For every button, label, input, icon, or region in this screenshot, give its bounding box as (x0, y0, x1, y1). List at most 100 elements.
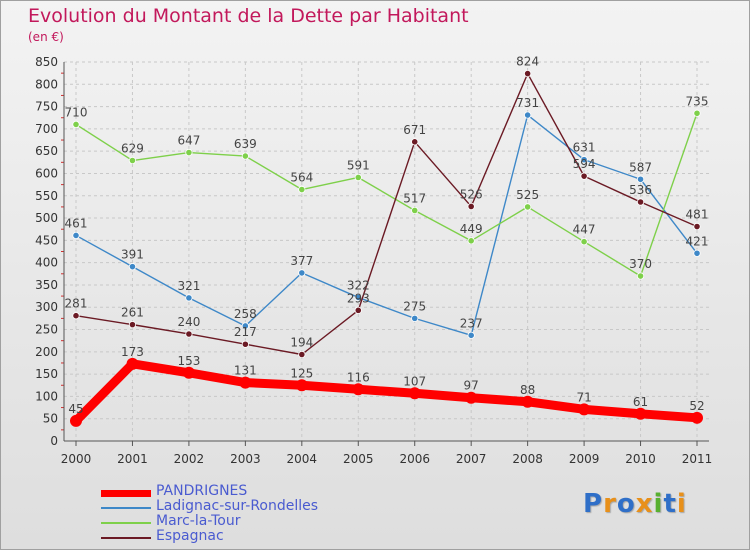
data-label: 370 (629, 257, 652, 271)
y-tick-label: 800 (35, 77, 58, 91)
data-label: 517 (403, 191, 426, 205)
legend: PANDRIGNES Ladignac-sur-Rondelles Marc-la-… (101, 483, 361, 545)
data-point (354, 306, 362, 314)
data-point (128, 156, 137, 165)
y-tick-label: 450 (35, 233, 58, 247)
x-tick-label: 2001 (117, 452, 148, 466)
data-label: 564 (290, 171, 313, 185)
y-tick-label: 350 (35, 278, 58, 292)
data-point (467, 237, 475, 245)
legend-label: Marc-la-Tour (156, 513, 241, 529)
data-point (128, 263, 137, 271)
data-label: 131 (234, 364, 257, 378)
data-point (693, 109, 701, 117)
data-point (298, 269, 306, 277)
data-label: 45 (68, 402, 83, 416)
x-tick-label: 2003 (230, 452, 261, 466)
y-tick-label: 650 (35, 144, 58, 158)
y-tick-label: 50 (43, 412, 58, 426)
logo-letter: t (663, 489, 677, 519)
y-tick-label: 700 (35, 122, 58, 136)
x-tick-label: 2009 (569, 452, 600, 466)
logo-letter: P (583, 489, 604, 519)
logo-letter: r (603, 489, 617, 519)
legend-item: PANDRIGNES (101, 483, 361, 500)
data-label: 447 (573, 223, 596, 237)
data-label: 217 (234, 325, 257, 339)
data-label: 594 (573, 157, 596, 171)
data-label: 258 (234, 307, 257, 321)
legend-item: Ladignac-sur-Rondelles (101, 498, 361, 515)
data-point (580, 172, 588, 180)
series-line-ladignac-sur-rondelles (75, 114, 698, 337)
data-label: 240 (177, 315, 200, 329)
data-label: 261 (121, 306, 144, 320)
data-label: 377 (290, 254, 313, 268)
legend-swatch (101, 522, 151, 524)
data-point (411, 206, 419, 215)
y-tick-label: 750 (35, 100, 58, 114)
data-point (411, 138, 419, 146)
series-line-pandrignes (71, 359, 702, 426)
x-tick-label: 2011 (682, 452, 713, 466)
data-label: 61 (633, 395, 648, 409)
data-point (578, 403, 591, 416)
x-tick-label: 2010 (625, 452, 656, 466)
logo-letter: i (676, 489, 687, 519)
data-label: 281 (65, 297, 88, 311)
data-point (128, 321, 137, 329)
data-point (354, 293, 362, 302)
data-label: 107 (403, 374, 426, 388)
data-point (72, 120, 80, 129)
data-point (185, 148, 193, 157)
data-point (72, 312, 80, 320)
data-point (239, 376, 252, 389)
legend-swatch (101, 507, 151, 509)
data-label: 591 (347, 158, 370, 172)
data-label: 461 (65, 216, 88, 230)
chart-title: Evolution du Montant de la Dette par Hab… (28, 5, 469, 27)
data-label: 824 (516, 55, 539, 69)
y-tick-label: 150 (35, 367, 58, 381)
data-point (408, 387, 421, 400)
data-point (241, 152, 249, 160)
x-tick-label: 2000 (61, 452, 92, 466)
data-label: 293 (347, 291, 370, 305)
data-label: 710 (65, 105, 88, 119)
proxiti-logo: Proxiti (583, 489, 687, 519)
x-tick-label: 2008 (512, 452, 543, 466)
data-label: 275 (403, 299, 426, 313)
x-tick-label: 2005 (343, 452, 374, 466)
data-point (467, 331, 475, 339)
data-point (298, 185, 306, 194)
logo-letter: i (653, 489, 664, 519)
data-point (295, 379, 308, 392)
data-point (185, 294, 193, 302)
data-point (241, 322, 249, 330)
data-label: 391 (121, 248, 144, 262)
data-label: 88 (520, 383, 535, 397)
data-label: 629 (121, 142, 144, 156)
legend-swatch (101, 537, 151, 539)
data-label: 631 (573, 141, 596, 155)
data-point (693, 249, 701, 257)
data-point (298, 350, 306, 359)
data-label: 173 (121, 345, 144, 359)
y-tick-label: 500 (35, 211, 58, 225)
data-label: 449 (460, 222, 483, 236)
data-point (126, 357, 139, 370)
y-tick-label: 300 (35, 300, 58, 314)
data-point (580, 238, 588, 246)
data-label: 639 (234, 137, 257, 151)
y-tick-label: 0 (50, 434, 58, 448)
data-point (580, 156, 588, 164)
y-tick-label: 100 (35, 389, 58, 403)
data-point (693, 222, 701, 231)
chart-unit-label: (en €) (28, 30, 64, 44)
data-point (185, 330, 193, 338)
data-point (636, 175, 645, 183)
logo-letter: x (635, 489, 654, 519)
data-label: 536 (629, 183, 652, 197)
